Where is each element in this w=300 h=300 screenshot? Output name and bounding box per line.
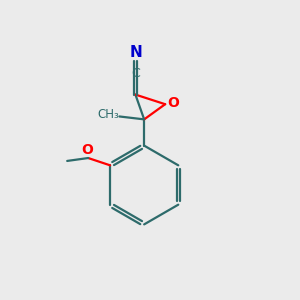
Text: C: C — [132, 67, 140, 80]
Text: N: N — [130, 45, 142, 60]
Text: CH₃: CH₃ — [98, 109, 119, 122]
Text: O: O — [81, 143, 93, 157]
Text: O: O — [167, 96, 179, 110]
